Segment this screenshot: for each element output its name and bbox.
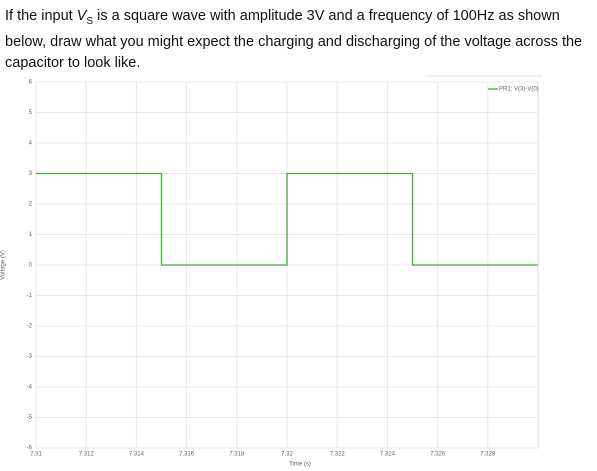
chart: Time (s) Voltage (V) -6 -5 -4 -3 -2 -1 0 1 2 3 4 5 6… <box>1 75 542 468</box>
legend-label: PR1: V(3)-V(0) <box>499 87 539 93</box>
y-tick-label: -2 <box>27 324 33 330</box>
x-tick-label: 7.312 <box>79 452 95 458</box>
x-tick-label: 7.322 <box>330 452 346 458</box>
q-text: is a square wave with amplitude 3V and a… <box>5 8 583 71</box>
y-tick-label: 0 <box>29 263 33 269</box>
x-tick-label: 7.328 <box>480 452 496 458</box>
x-tick-label: 7.316 <box>179 452 195 458</box>
x-tick-label: 7.324 <box>380 452 396 458</box>
y-tick-label: 6 <box>29 80 33 86</box>
y-tick-label: 5 <box>29 110 33 116</box>
x-tick-label: 7.31 <box>30 452 42 458</box>
y-tick-label: 4 <box>29 141 33 147</box>
x-axis-label: Time (s) <box>289 462 311 468</box>
x-tick-label: 7.326 <box>430 452 446 458</box>
y-tick-label: 3 <box>29 171 33 177</box>
series-line <box>36 172 538 266</box>
y-axis-label: Voltage (V) <box>1 250 7 280</box>
question: If the input VS is a square wave with am… <box>5 6 593 74</box>
q-sub: S <box>86 15 94 27</box>
y-tick-label: 2 <box>29 202 33 208</box>
x-tick-label: 7.318 <box>229 452 245 458</box>
y-tick-label: -5 <box>27 415 33 421</box>
y-tick-label: 1 <box>29 232 33 238</box>
y-tick-label: -6 <box>27 446 33 452</box>
y-tick-label: -3 <box>27 354 33 360</box>
q-var: V <box>76 8 87 24</box>
y-tick-label: -1 <box>27 293 33 299</box>
x-tick-label: 7.314 <box>129 452 145 458</box>
q-text: If the input <box>5 8 77 24</box>
y-tick-label: -4 <box>27 385 33 391</box>
x-tick-label: 7.32 <box>281 452 293 458</box>
